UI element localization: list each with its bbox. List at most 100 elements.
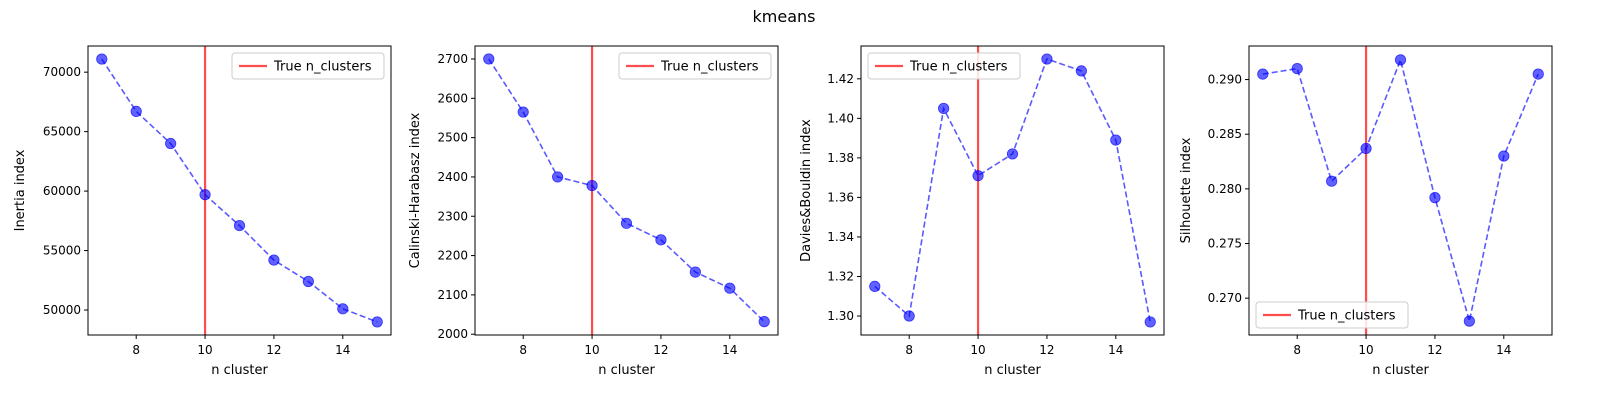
data-point bbox=[96, 53, 108, 65]
data-point bbox=[1041, 53, 1053, 65]
legend: True n_clusters bbox=[1255, 301, 1409, 329]
y-tick-label: 1.36 bbox=[827, 190, 854, 204]
data-point bbox=[552, 171, 564, 183]
data-point bbox=[655, 234, 667, 246]
x-tick-label: 14 bbox=[722, 343, 737, 357]
data-point bbox=[1532, 68, 1544, 80]
data-point bbox=[972, 170, 984, 182]
y-axis-label: Calinski-Harabasz index bbox=[408, 112, 423, 268]
legend-box bbox=[618, 52, 772, 80]
x-tick-label: 14 bbox=[1496, 343, 1511, 357]
plot-frame bbox=[87, 45, 392, 336]
y-tick-label: 0.280 bbox=[1208, 182, 1242, 196]
data-point bbox=[620, 217, 633, 229]
y-tick-label: 0.275 bbox=[1208, 237, 1242, 251]
legend-box bbox=[231, 52, 385, 80]
y-tick-label: 2100 bbox=[437, 288, 468, 302]
data-point bbox=[1394, 54, 1407, 66]
data-point bbox=[724, 282, 736, 294]
x-tick-label: 12 bbox=[653, 343, 668, 357]
data-point bbox=[1006, 148, 1019, 160]
legend-label: True n_clusters bbox=[660, 60, 759, 75]
x-tick-label: 14 bbox=[1108, 343, 1123, 357]
x-axis-label: n cluster bbox=[984, 363, 1041, 378]
data-point bbox=[165, 137, 177, 150]
data-point bbox=[337, 303, 349, 315]
y-tick-label: 0.285 bbox=[1208, 127, 1242, 141]
y-tick-label: 1.42 bbox=[827, 72, 854, 86]
y-axis-label: Inertia index bbox=[13, 149, 28, 231]
panel-davies-bouldin: n cluster Davies&Bouldin index 8 10 12 14 1.… bbox=[799, 45, 1165, 378]
data-point bbox=[689, 266, 701, 278]
x-tick-label: 10 bbox=[197, 343, 212, 357]
legend-box bbox=[867, 52, 1021, 80]
y-tick-label: 70000 bbox=[43, 65, 81, 79]
x-tick-label: 10 bbox=[970, 343, 985, 357]
y-tick-label: 2600 bbox=[437, 91, 468, 105]
y-tick-label: 55000 bbox=[43, 244, 81, 258]
plot-frame bbox=[1248, 45, 1553, 336]
y-tick-label: 2000 bbox=[437, 327, 468, 341]
plot-frame bbox=[474, 45, 779, 336]
y-tick-label: 2200 bbox=[437, 249, 468, 263]
data-point bbox=[1360, 142, 1372, 155]
x-tick-label: 10 bbox=[584, 343, 599, 357]
panel-calinski-harabasz: n cluster Calinski-Harabasz index 8 10 12 1… bbox=[408, 45, 779, 378]
data-point bbox=[938, 102, 950, 115]
series-line bbox=[101, 58, 378, 323]
data-point bbox=[586, 179, 598, 192]
data-point bbox=[517, 106, 529, 118]
data-point bbox=[1326, 175, 1338, 187]
legend: True n_clusters bbox=[231, 52, 385, 80]
y-tick-label: 65000 bbox=[43, 125, 81, 139]
data-point bbox=[1075, 65, 1087, 77]
y-tick-label: 2700 bbox=[437, 52, 468, 66]
panel-inertia: n cluster Inertia index 8 10 12 14 50000 5500… bbox=[13, 45, 392, 378]
x-axis-label: n cluster bbox=[211, 363, 268, 378]
x-tick-label: 12 bbox=[1427, 343, 1442, 357]
data-point bbox=[869, 280, 881, 292]
legend-label: True n_clusters bbox=[1297, 309, 1396, 324]
data-point bbox=[1498, 150, 1510, 162]
legend-label: True n_clusters bbox=[909, 60, 1008, 75]
x-axis-label: n cluster bbox=[1372, 363, 1429, 378]
x-axis-label: n cluster bbox=[598, 363, 655, 378]
data-point bbox=[483, 53, 495, 65]
y-tick-label: 60000 bbox=[43, 184, 81, 198]
y-tick-label: 2500 bbox=[437, 131, 468, 145]
data-point bbox=[268, 254, 280, 266]
y-tick-label: 1.30 bbox=[827, 309, 854, 323]
y-tick-label: 2300 bbox=[437, 209, 468, 223]
legend: True n_clusters bbox=[618, 52, 772, 80]
y-tick-label: 1.32 bbox=[827, 269, 854, 283]
data-point bbox=[1291, 63, 1303, 75]
data-point bbox=[1463, 315, 1475, 327]
y-tick-label: 1.38 bbox=[827, 151, 854, 165]
panel-silhouette: n cluster Silhouette index 8 10 12 14 0.270 0… bbox=[1179, 45, 1553, 378]
y-axis-label: Davies&Bouldin index bbox=[799, 119, 814, 262]
data-point bbox=[758, 316, 770, 328]
y-tick-label: 0.270 bbox=[1208, 291, 1242, 305]
x-tick-label: 8 bbox=[1293, 343, 1301, 357]
data-point bbox=[1110, 134, 1122, 146]
legend: True n_clusters bbox=[867, 52, 1021, 80]
series-line bbox=[874, 57, 1151, 323]
data-point bbox=[1429, 192, 1441, 204]
legend-box bbox=[1255, 301, 1409, 329]
x-tick-label: 10 bbox=[1358, 343, 1373, 357]
y-tick-label: 0.290 bbox=[1208, 73, 1242, 87]
series-line bbox=[488, 58, 765, 323]
data-point bbox=[130, 105, 142, 118]
data-point bbox=[371, 316, 383, 328]
y-tick-label: 1.34 bbox=[827, 230, 854, 244]
y-axis-label: Silhouette index bbox=[1179, 137, 1194, 243]
data-point bbox=[199, 189, 211, 201]
data-point bbox=[1144, 316, 1156, 328]
y-tick-label: 1.40 bbox=[827, 111, 854, 125]
y-tick-label: 2400 bbox=[437, 170, 468, 184]
x-tick-label: 8 bbox=[905, 343, 913, 357]
x-tick-label: 14 bbox=[335, 343, 350, 357]
x-tick-label: 12 bbox=[1039, 343, 1054, 357]
series-line bbox=[1262, 57, 1539, 322]
